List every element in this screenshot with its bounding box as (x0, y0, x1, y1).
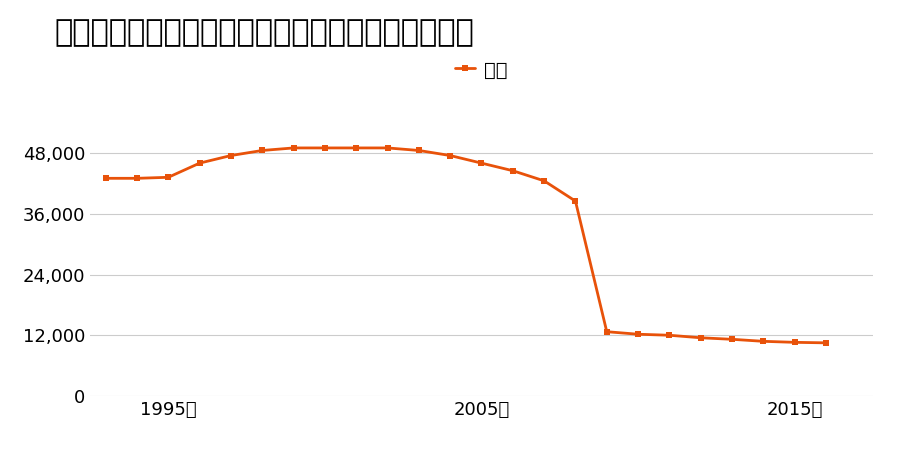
価格 (163, 175, 174, 180)
価格 (476, 161, 487, 166)
価格 (508, 168, 518, 173)
価格 (351, 145, 362, 151)
価格 (696, 335, 706, 341)
Legend: 価格: 価格 (455, 60, 508, 81)
価格 (100, 176, 111, 181)
価格 (226, 153, 237, 158)
価格 (382, 145, 393, 151)
価格 (539, 178, 550, 184)
価格 (413, 148, 424, 153)
価格 (256, 148, 267, 153)
Text: 青森県青森市大字八重田字浜野１７番８の地価推移: 青森県青森市大字八重田字浜野１７番８の地価推移 (54, 18, 473, 47)
Line: 価格: 価格 (103, 145, 829, 346)
価格 (445, 153, 455, 158)
価格 (194, 161, 205, 166)
価格 (726, 337, 737, 342)
価格 (601, 329, 612, 334)
価格 (758, 338, 769, 344)
価格 (633, 332, 643, 337)
価格 (664, 333, 675, 338)
価格 (288, 145, 299, 151)
価格 (821, 340, 832, 346)
価格 (570, 198, 580, 204)
価格 (789, 340, 800, 345)
価格 (320, 145, 330, 151)
価格 (131, 176, 142, 181)
